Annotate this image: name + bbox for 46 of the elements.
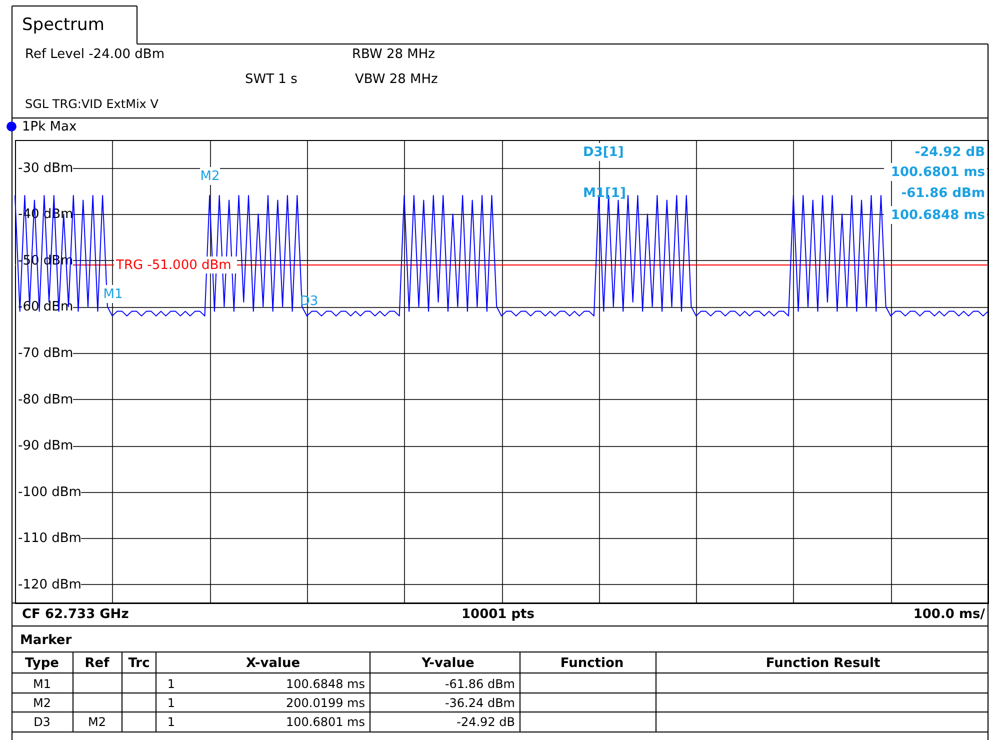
text: 100.0 ms/ — [913, 607, 986, 622]
text: 100.6801 ms — [286, 715, 365, 729]
text: VBW 28 MHz — [355, 72, 438, 87]
y-tick-label: -80 dBm — [18, 392, 74, 408]
y-tick-label: -30 dBm — [18, 160, 74, 176]
text: Y-value — [420, 656, 475, 671]
text: 1 — [167, 677, 175, 691]
text: M1 — [33, 677, 51, 691]
text: X-value — [246, 656, 300, 671]
text: Trc — [128, 656, 150, 671]
annotation: 100.6848 ms — [890, 208, 986, 223]
text: M2 — [88, 715, 106, 729]
annotation: D3[1] — [583, 145, 624, 160]
ref-line-label: TRG -51.000 dBm — [115, 258, 232, 274]
text: Function — [560, 656, 624, 671]
text: -24.92 dB — [456, 715, 515, 729]
y-tick-label: -110 dBm — [18, 531, 82, 546]
text: -61.86 dBm — [444, 677, 515, 691]
text: CF 62.733 GHz — [22, 607, 129, 622]
annotation: M1 — [103, 287, 123, 302]
y-tick-label: -100 dBm — [18, 484, 82, 500]
text: Type — [25, 656, 60, 671]
text: Ref Level -24.00 dBm — [25, 47, 164, 62]
text: M2 — [33, 696, 51, 710]
y-tick-label: -120 dBm — [18, 577, 82, 592]
text: Marker — [20, 633, 72, 648]
text: 10001 pts — [461, 607, 535, 622]
annotation: -24.92 dB — [914, 145, 985, 160]
text: RBW 28 MHz — [352, 47, 436, 62]
text: 1 — [167, 696, 175, 710]
chart-title: Spectrum — [22, 15, 104, 35]
text: -36.24 dBm — [444, 696, 515, 710]
annotation: M2 — [200, 169, 220, 184]
annotation: 100.6801 ms — [890, 165, 986, 180]
y-tick-label: -90 dBm — [18, 438, 74, 454]
text: D3 — [34, 715, 50, 729]
text: SWT 1 s — [245, 72, 298, 87]
legend-label: 1Pk Max — [22, 120, 77, 134]
text: Function Result — [766, 656, 880, 671]
y-tick-label: -70 dBm — [18, 346, 74, 361]
text: SGL TRG:VID ExtMix V — [25, 97, 160, 111]
text: 100.6848 ms — [286, 677, 365, 691]
text: 200.0199 ms — [286, 696, 365, 710]
annotation: -61.86 dBm — [901, 186, 985, 201]
text: Ref — [84, 656, 110, 671]
text: 1 — [167, 715, 175, 729]
